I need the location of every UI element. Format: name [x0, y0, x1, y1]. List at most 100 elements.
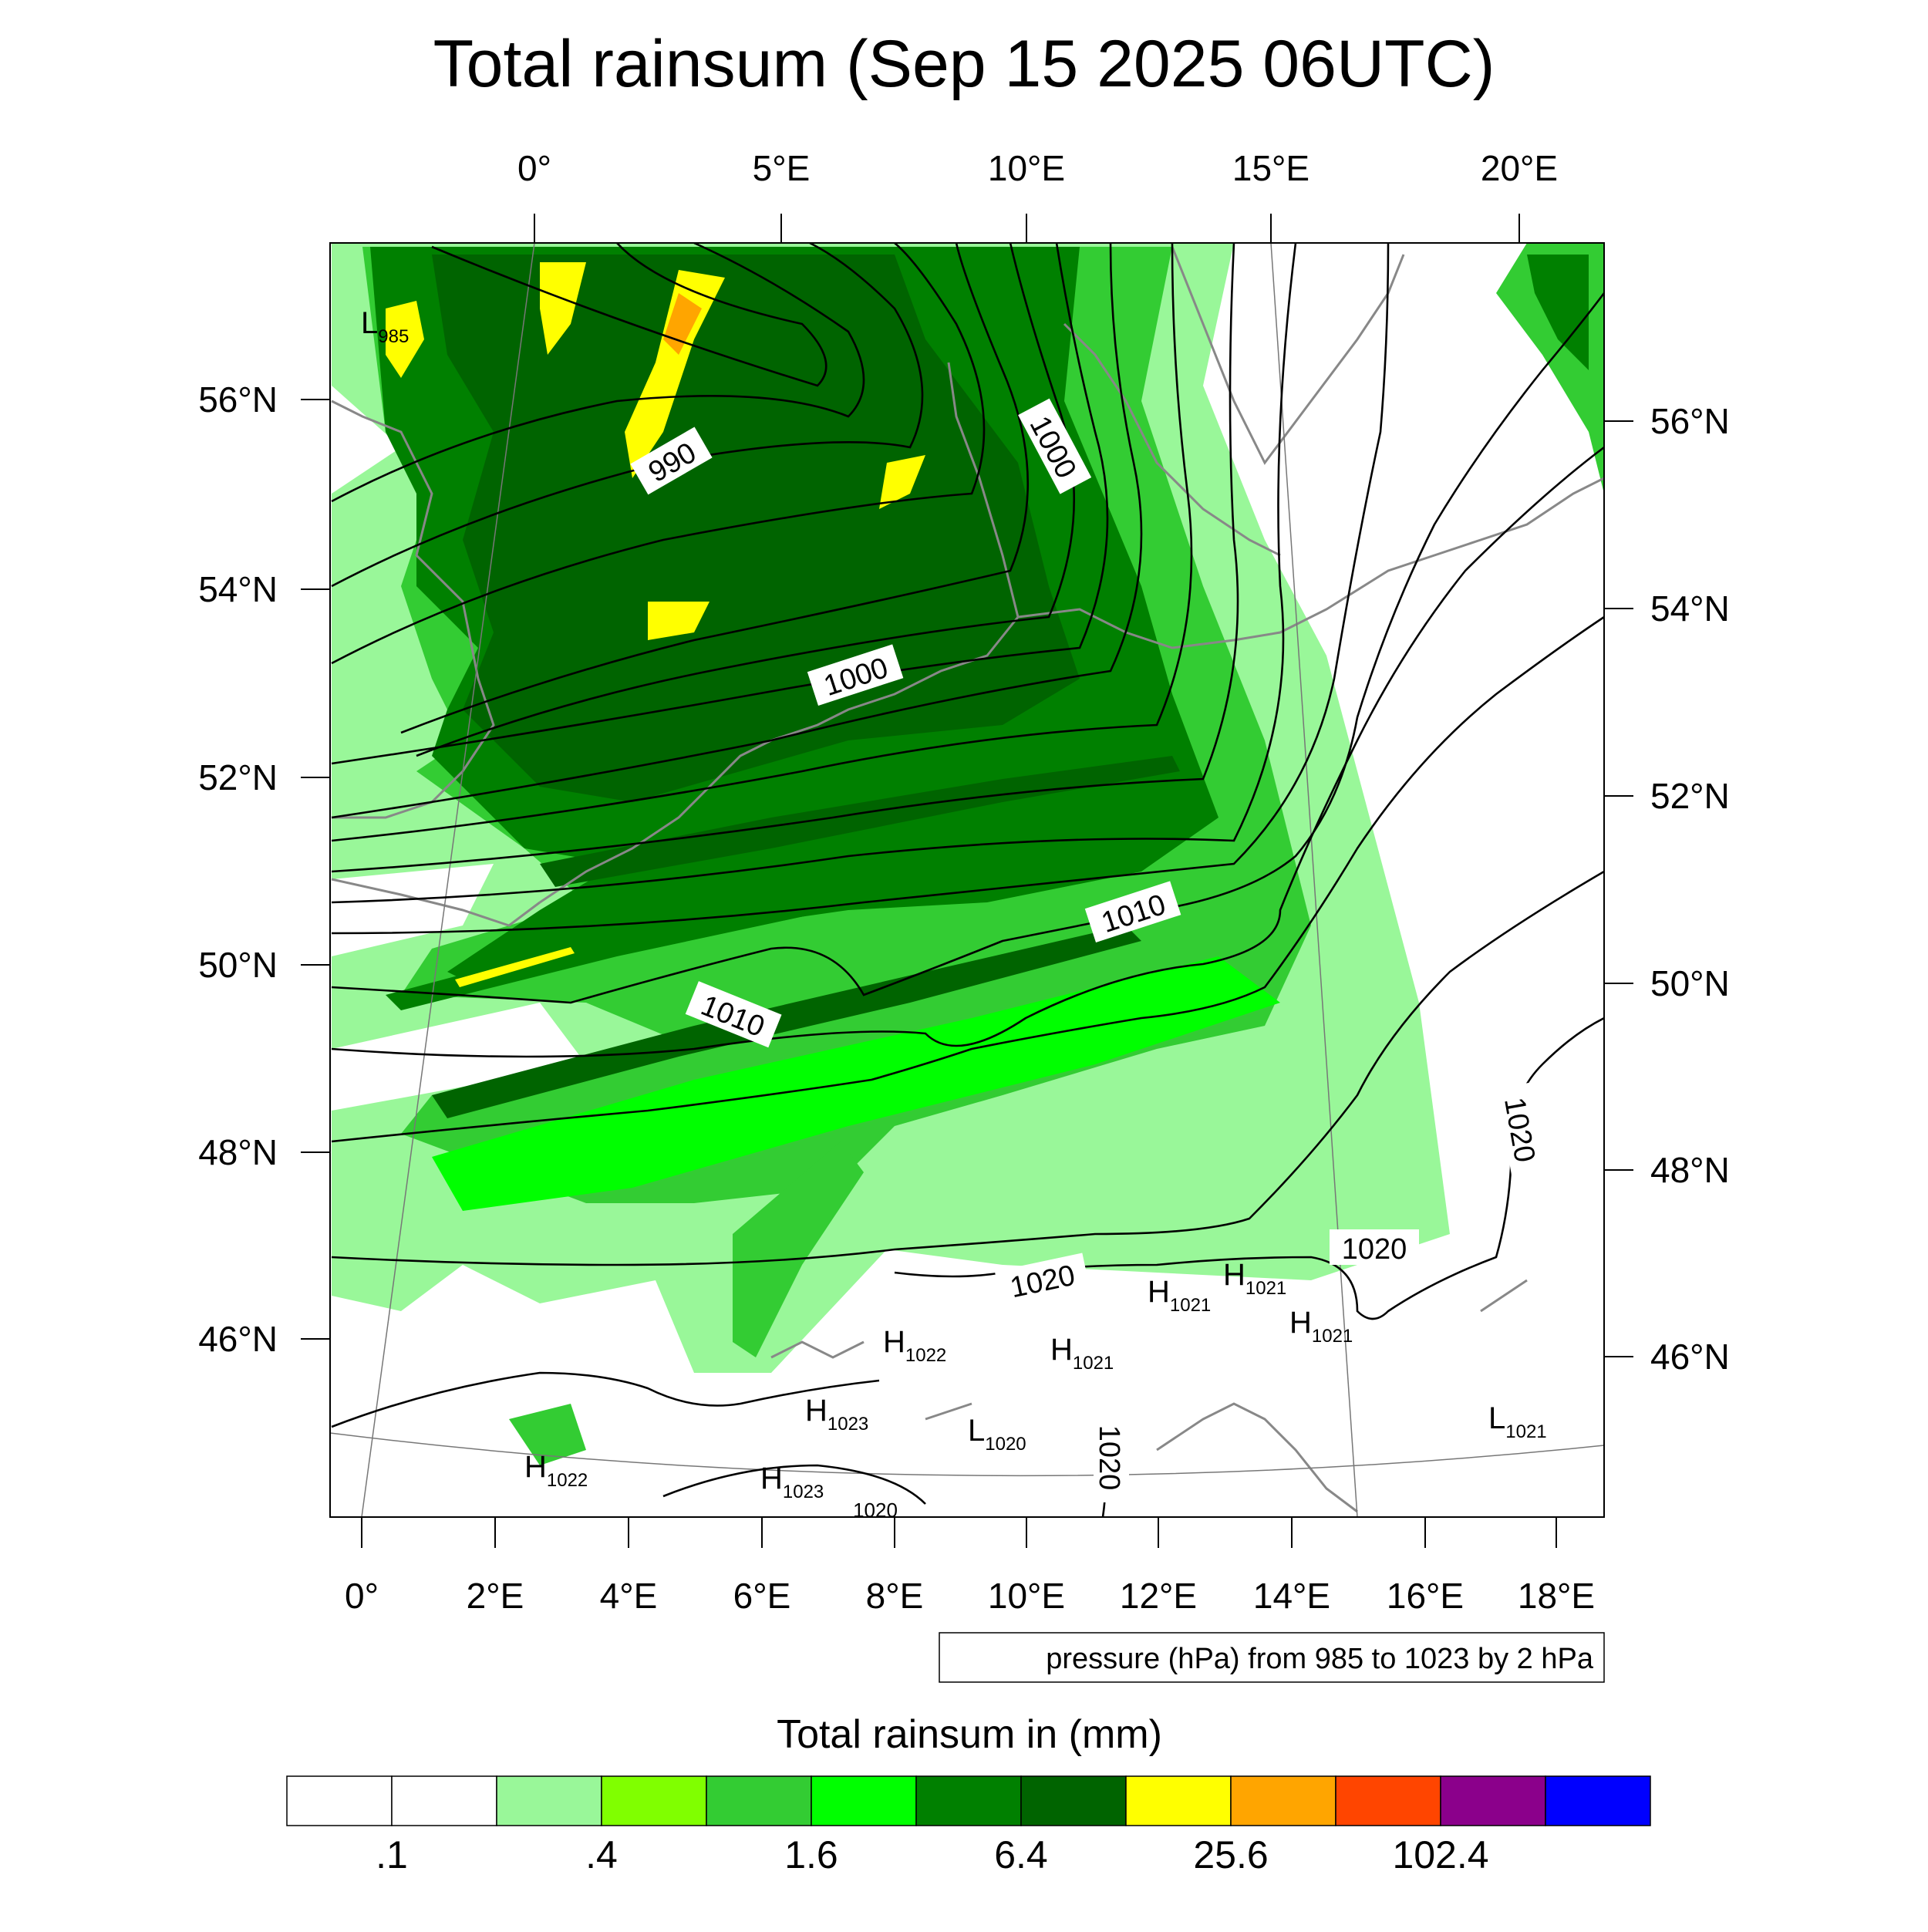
rain-yellow-5 [879, 455, 925, 509]
colorbar-boxes [286, 1775, 1651, 1826]
pressure-marker: L985 [361, 306, 409, 347]
rain-yellow-1 [625, 270, 725, 478]
isobar-994 [400, 243, 1029, 734]
rain-dark-core [432, 255, 1080, 802]
colorbar-tick-label: .1 [376, 1833, 408, 1876]
top-lon-axis: 0° 5°E 10°E 15°E 20°E [517, 148, 1558, 243]
coastline-britain-south [331, 878, 541, 927]
pressure-marker: H1021 [1289, 1306, 1353, 1347]
colorbar-box [496, 1775, 602, 1826]
isobar-1014 [331, 615, 1604, 1143]
colorbar-box [706, 1775, 812, 1826]
bottom-lon-tick-label: 16°E [1387, 1576, 1464, 1616]
rain-dark-streak-2 [540, 756, 1180, 887]
colorbar-box [1125, 1775, 1232, 1826]
pressure-markers: L985 H1022 H1023 H1023 H1022 H1021 H1021… [361, 306, 1547, 1502]
bottom-lon-tick-label: 12°E [1120, 1576, 1197, 1616]
bottom-lon-tick-label: 14°E [1253, 1576, 1330, 1616]
isobar-1012 [331, 446, 1604, 1058]
right-lat-tick-label: 48°N [1650, 1150, 1730, 1190]
contour-info-box: pressure (hPa) from 985 to 1023 by 2 hPa [939, 1632, 1605, 1683]
rain-dark-streak-1 [432, 926, 1141, 1118]
colorbar-tick-label: 102.4 [1392, 1833, 1488, 1876]
colorbar-box [1335, 1775, 1441, 1826]
rain-sw-patch [509, 1404, 586, 1465]
isobar-label-text: 1020 [853, 1499, 898, 1522]
bottom-lon-tick-label: 18°E [1518, 1576, 1595, 1616]
meridian-0 [361, 243, 535, 1517]
top-lon-tick-label: 15°E [1232, 148, 1309, 188]
right-lat-tick-label: 52°N [1650, 776, 1730, 816]
right-lat-tick-label: 54°N [1650, 588, 1730, 629]
colorbar-box [915, 1775, 1022, 1826]
left-lat-tick-label: 48°N [198, 1132, 278, 1172]
pressure-marker: L1021 [1488, 1401, 1547, 1442]
bottom-lon-tick-label: 8°E [866, 1576, 924, 1616]
bottom-lon-tick-label: 6°E [733, 1576, 791, 1616]
isobar-992 [331, 243, 986, 665]
rain-bright-band [432, 956, 1280, 1211]
top-lon-tick-label: 5°E [753, 148, 811, 188]
left-lat-axis: 56°N 54°N 52°N 50°N 48°N 46°N [198, 379, 330, 1359]
colorbar-tick-label: .4 [585, 1833, 618, 1876]
contour-info-text: pressure (hPa) from 985 to 1023 by 2 hPa [1046, 1643, 1594, 1675]
colorbar-box [1230, 1775, 1336, 1826]
colorbar-tick-label: 25.6 [1193, 1833, 1268, 1876]
bottom-lon-tick-label: 2°E [467, 1576, 524, 1616]
bottom-lon-axis: 0° 2°E 4°E 6°E 8°E 10°E 12°E 14°E 16°E 1… [345, 1517, 1595, 1616]
map-title: Total rainsum (Sep 15 2025 06UTC) [433, 27, 1495, 101]
colorbar-box [391, 1775, 497, 1826]
isobar-1006 [331, 243, 1297, 904]
graticule [330, 243, 1604, 1517]
colorbar-box [811, 1775, 917, 1826]
rain-yellow-3 [540, 262, 586, 355]
left-lat-tick-label: 54°N [198, 569, 278, 609]
isobar-990 [331, 243, 924, 588]
isobar-label-text: 1020 [1093, 1425, 1125, 1491]
coastline-britain [331, 400, 495, 819]
colorbar-box [1440, 1775, 1546, 1826]
rain-yellow-streak [455, 947, 575, 987]
right-lat-tick-label: 46°N [1650, 1337, 1730, 1377]
coastline-lakes [770, 1279, 1528, 1421]
pressure-marker: H1022 [883, 1325, 946, 1366]
rain-alpine-patch [733, 1141, 864, 1357]
colorbar-box [1545, 1775, 1651, 1826]
left-lat-tick-label: 46°N [198, 1319, 278, 1359]
isobar-985 [431, 243, 827, 387]
colorbar-tick-label: 6.4 [994, 1833, 1048, 1876]
coastline-continent [539, 362, 1020, 904]
isobar-1016 [331, 870, 1604, 1266]
coastline-adriatic [1156, 1402, 1358, 1513]
coastline-sweden [1063, 246, 1405, 557]
right-lat-axis: 56°N 54°N 52°N 50°N 48°N 46°N [1604, 401, 1730, 1377]
left-lat-tick-label: 50°N [198, 945, 278, 985]
map-frame [329, 242, 1605, 1518]
left-lat-tick-label: 52°N [198, 757, 278, 797]
isobar-label-1020-south: 1020 [1093, 1413, 1129, 1502]
colorbar-box [601, 1775, 707, 1826]
colorbar-title: Total rainsum in (mm) [777, 1712, 1162, 1757]
pressure-marker: H1021 [1050, 1333, 1114, 1374]
isobar-1018 [331, 1371, 880, 1428]
rain-yellow-4 [648, 602, 710, 640]
isobar-1008 [331, 243, 1390, 935]
right-lat-tick-label: 50°N [1650, 963, 1730, 1003]
map-area: 990 1000 1000 1010 1010 1020 [330, 243, 1604, 1522]
pressure-marker: H1023 [760, 1462, 824, 1502]
bottom-lon-tick-label: 0° [345, 1576, 379, 1616]
top-lon-tick-label: 0° [517, 148, 551, 188]
pressure-marker: L1020 [968, 1414, 1026, 1455]
coastlines [331, 246, 1604, 1513]
isobar-998 [331, 243, 1109, 765]
pressure-marker: H1022 [524, 1450, 588, 1491]
isobar-1002 [331, 243, 1193, 842]
bottom-lon-tick-label: 10°E [988, 1576, 1065, 1616]
colorbar: Total rainsum in (mm) .1 .4 1.6 6.4 25.6… [286, 1712, 1651, 1876]
rain-ne-patch-dark [1527, 255, 1589, 370]
left-lat-tick-label: 56°N [198, 379, 278, 420]
colorbar-box [286, 1775, 393, 1826]
colorbar-tick-label: 1.6 [784, 1833, 838, 1876]
isobar-label-text: 1020 [1342, 1233, 1407, 1266]
